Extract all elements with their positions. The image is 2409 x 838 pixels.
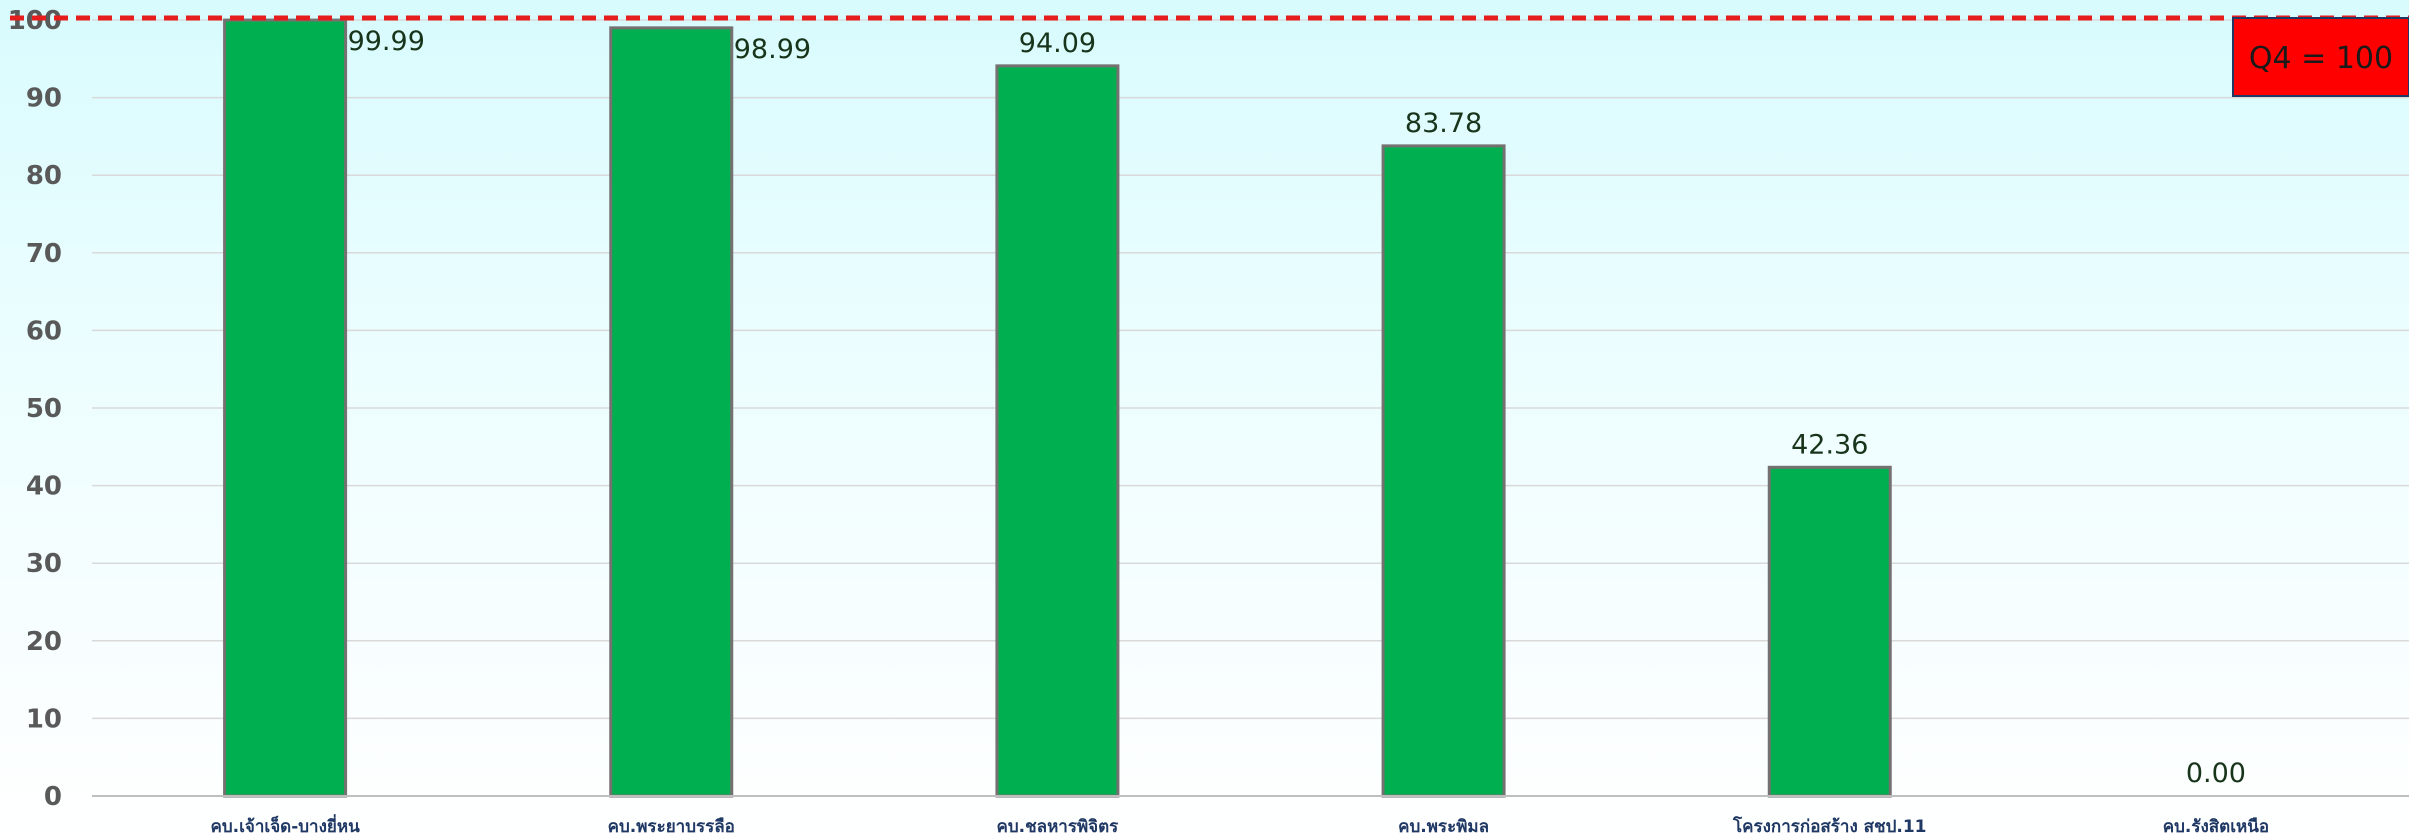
target-label-box <box>2232 17 2409 97</box>
data-label: 42.36 <box>1791 429 1868 460</box>
x-tick-label: คบ.พระพิมล <box>1398 817 1489 837</box>
bar-3 <box>995 64 1120 798</box>
data-label: 98.99 <box>734 34 811 65</box>
y-tick-label: 90 <box>26 84 62 114</box>
x-tick-label: คบ.ชลหารพิจิตร <box>997 817 1120 837</box>
bar-5 <box>1767 465 1892 798</box>
y-tick-label: 30 <box>26 549 62 579</box>
data-label: 83.78 <box>1405 108 1482 139</box>
y-tick-label: 60 <box>26 316 62 346</box>
x-tick-label: คบ.รังสิตเหนือ <box>2163 816 2269 837</box>
data-label: 94.09 <box>1019 28 1096 59</box>
data-label: 0.00 <box>2186 758 2246 789</box>
x-tick-label: โครงการก่อสร้าง สชป.11 <box>1732 816 1927 837</box>
y-tick-label: 20 <box>26 627 62 657</box>
y-tick-label: 40 <box>26 472 62 502</box>
data-label: 99.99 <box>348 26 425 57</box>
x-tick-label: คบ.พระยาบรรลือ <box>608 816 735 837</box>
bar-4 <box>1381 144 1506 798</box>
x-tick-label: คบ.เจ้าเจ็ด-บางยี่หน <box>210 814 360 837</box>
bar-2 <box>609 26 734 798</box>
y-tick-label: 10 <box>26 704 62 734</box>
bar-1 <box>223 18 348 798</box>
y-tick-label: 100 <box>8 6 62 36</box>
target-label: Q4 = 100 <box>2249 41 2393 76</box>
y-tick-label: 80 <box>26 161 62 191</box>
y-tick-label: 0 <box>44 782 62 812</box>
y-tick-label: 50 <box>26 394 62 424</box>
y-tick-label: 70 <box>26 239 62 269</box>
